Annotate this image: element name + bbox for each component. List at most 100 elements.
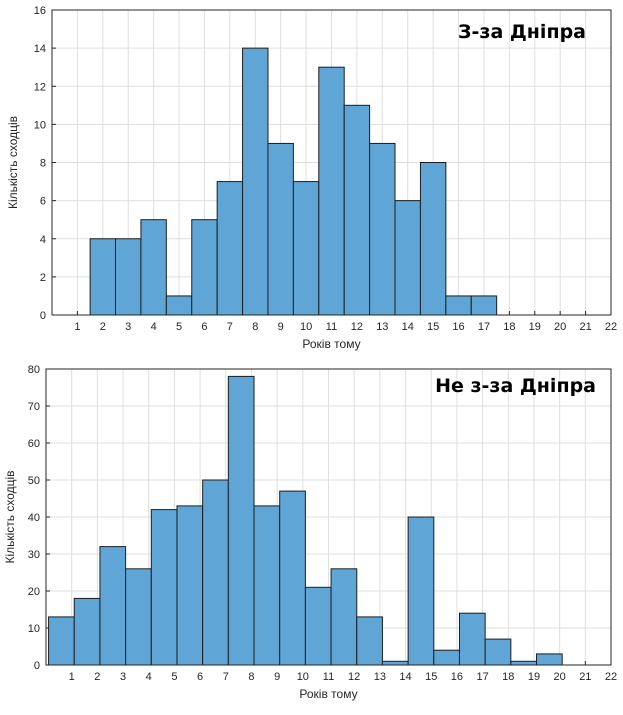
plot-frame <box>51 9 612 316</box>
y-tick-label: 2 <box>40 272 46 284</box>
x-tick-label: 11 <box>323 671 334 683</box>
y-tick-label: 80 <box>28 364 40 376</box>
bars <box>48 375 563 666</box>
x-tick-label: 14 <box>399 671 411 683</box>
x-tick-labels: 1 2 3 4 5 6 7 8 9 10 11 12 13 14 15 16 17 18 19 20 21 22 <box>74 321 617 333</box>
y-tick-label: 16 <box>34 5 46 17</box>
histogram-bar <box>267 142 294 316</box>
histogram-bar <box>48 616 75 666</box>
x-tick-label: 9 <box>278 321 284 333</box>
plot-frame <box>45 368 612 666</box>
x-tick-label: 21 <box>579 321 591 333</box>
y-tick-label: 70 <box>28 401 40 413</box>
histogram-bar <box>227 375 255 666</box>
histogram-bar <box>253 505 281 666</box>
histogram-bar <box>165 295 193 316</box>
histogram-bar <box>140 219 167 316</box>
x-tick-label: 3 <box>120 671 126 683</box>
x-tick-label: 8 <box>252 321 258 333</box>
x-tick-label: 6 <box>201 321 207 333</box>
x-tick-label: 2 <box>94 671 100 683</box>
histogram-bar <box>279 490 306 666</box>
histogram-bar <box>458 612 486 666</box>
histogram-bar <box>292 181 320 316</box>
x-tick-label: 1 <box>69 671 75 683</box>
histogram-bar <box>318 66 345 316</box>
y-tick-label: 40 <box>28 512 40 524</box>
histogram-bar <box>433 649 460 666</box>
x-tick-label: 9 <box>274 671 280 683</box>
x-tick-label: 21 <box>579 671 591 683</box>
histogram-bar <box>445 295 472 316</box>
x-tick-label: 13 <box>376 321 388 333</box>
x-tick-label: 4 <box>146 671 152 683</box>
x-tick-label: 16 <box>452 321 464 333</box>
y-axis-label: Кількість сходців <box>3 470 17 563</box>
histogram-bar <box>356 616 383 666</box>
x-tick-label: 8 <box>248 671 254 683</box>
y-tick-label: 60 <box>28 438 40 450</box>
histogram-bar <box>89 238 117 316</box>
y-axis-label: Кількість сходців <box>6 116 20 209</box>
y-tick-label: 0 <box>40 310 46 322</box>
histogram-bar <box>191 219 218 316</box>
y-tick-label: 8 <box>40 158 46 170</box>
histogram-bar <box>99 546 127 666</box>
histogram-bar <box>343 104 371 316</box>
x-tick-label: 17 <box>476 671 488 683</box>
y-tick-labels: 0 10 20 30 40 50 60 70 80 <box>28 364 40 672</box>
panel-title: З-за Дніпра <box>458 21 586 43</box>
y-tick-label: 20 <box>28 586 40 598</box>
y-tick-label: 14 <box>34 43 46 55</box>
panel-title: Не з-за Дніпра <box>435 375 596 397</box>
x-tick-label: 10 <box>300 321 312 333</box>
x-tick-label: 22 <box>605 671 617 683</box>
y-tick-label: 12 <box>34 81 46 93</box>
x-tick-label: 3 <box>125 321 131 333</box>
histogram-bar <box>330 568 358 666</box>
x-tick-labels: 1 2 3 4 5 6 7 8 9 10 11 12 13 14 15 16 17 18 19 20 21 22 <box>69 671 618 683</box>
x-tick-label: 18 <box>502 671 514 683</box>
histogram-bar <box>125 568 152 666</box>
x-tick-label: 17 <box>478 321 490 333</box>
histogram-bar <box>216 181 244 316</box>
histogram-bar <box>407 516 435 666</box>
bars <box>89 47 498 316</box>
x-tick-label: 7 <box>227 321 233 333</box>
histogram-bar <box>73 597 101 666</box>
histogram-bar <box>510 660 538 666</box>
histogram-bar <box>176 505 204 666</box>
histogram-bar <box>536 653 563 666</box>
x-tick-label: 1 <box>74 321 80 333</box>
x-tick-label: 15 <box>427 321 439 333</box>
x-tick-label: 5 <box>171 671 177 683</box>
histogram-bar <box>369 142 396 316</box>
x-tick-label: 15 <box>425 671 437 683</box>
histogram-bar <box>115 238 142 316</box>
histogram-bar <box>242 47 269 316</box>
x-axis-label: Років тому <box>302 337 360 351</box>
x-tick-label: 5 <box>176 321 182 333</box>
y-tick-label: 50 <box>28 475 40 487</box>
y-tick-labels: 0 2 4 6 8 10 12 14 16 <box>34 5 46 322</box>
x-tick-label: 13 <box>374 671 386 683</box>
x-tick-label: 10 <box>297 671 309 683</box>
x-tick-label: 2 <box>100 321 106 333</box>
histogram-bar <box>150 509 178 666</box>
x-tick-label: 12 <box>348 671 360 683</box>
y-tick-label: 0 <box>34 660 40 672</box>
x-tick-label: 22 <box>605 321 617 333</box>
x-tick-label: 12 <box>351 321 363 333</box>
x-tick-label: 18 <box>503 321 515 333</box>
x-tick-label: 19 <box>528 671 540 683</box>
histogram-bar <box>394 200 421 316</box>
histogram-bar <box>202 479 229 666</box>
x-tick-label: 14 <box>402 321 414 333</box>
x-tick-label: 19 <box>529 321 541 333</box>
histogram-bar <box>419 162 447 316</box>
x-tick-label: 20 <box>554 671 566 683</box>
y-tick-label: 10 <box>34 119 46 131</box>
